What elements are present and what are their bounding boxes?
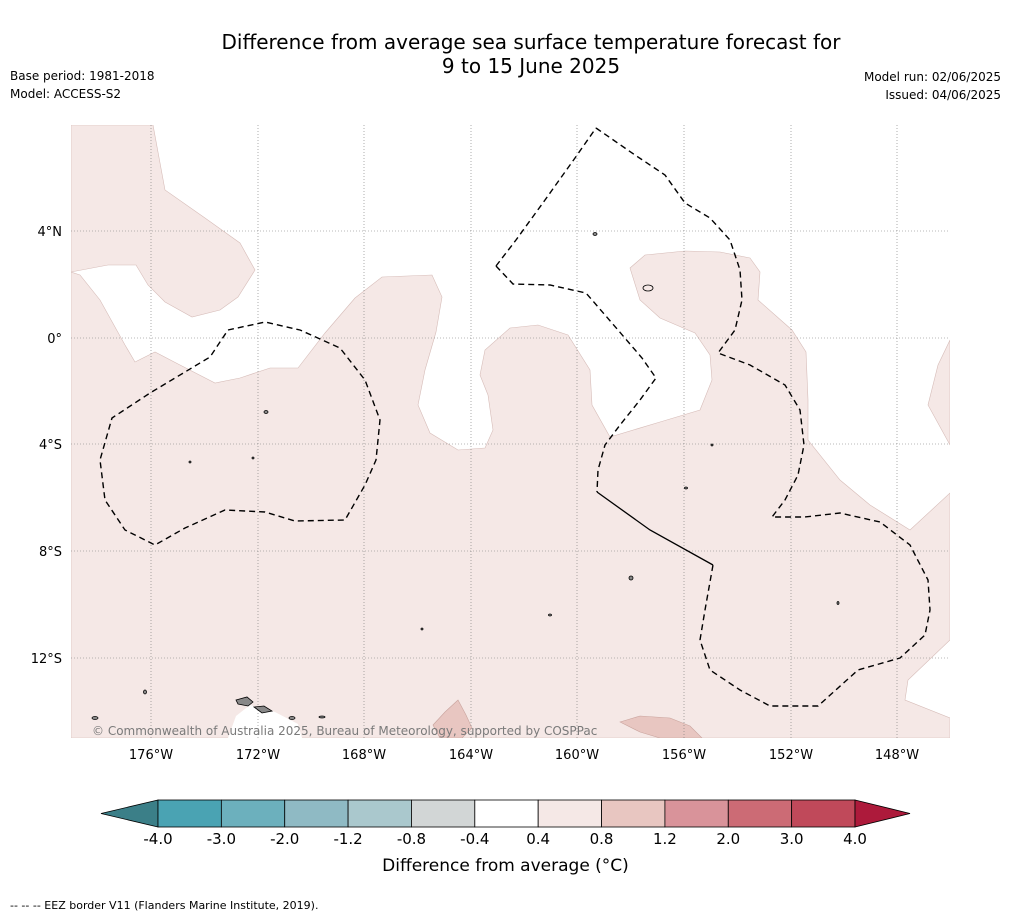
chart-title: Difference from average sea surface temp… bbox=[0, 30, 1011, 78]
colorbar-tick-label: 1.2 bbox=[653, 830, 677, 848]
lat-label: 4°N bbox=[38, 225, 63, 240]
model-run: Model run: 02/06/2025 bbox=[863, 70, 1001, 84]
lon-label: 152°W bbox=[769, 748, 813, 763]
colorbar-segment bbox=[664, 799, 729, 828]
colorbar-segment bbox=[347, 799, 412, 828]
colorbar-segment bbox=[157, 799, 222, 828]
colorbar-tick-label: -4.0 bbox=[143, 830, 172, 848]
colorbar-under-arrow bbox=[100, 799, 159, 828]
eez-border-phoenix bbox=[99, 321, 381, 546]
map-area bbox=[71, 125, 950, 738]
lat-label: 0° bbox=[47, 332, 62, 347]
colorbar-tick-label: 0.8 bbox=[590, 830, 614, 848]
island-kiritimati bbox=[642, 284, 654, 292]
colorbar-segment bbox=[411, 799, 476, 828]
lon-label: 168°W bbox=[342, 748, 386, 763]
model-name: Model: ACCESS-S2 bbox=[10, 87, 122, 101]
islands bbox=[91, 232, 840, 720]
anomaly-region-0.8-1.2-a bbox=[432, 699, 473, 738]
lat-label: 4°S bbox=[39, 438, 62, 453]
island-savaii bbox=[252, 705, 274, 714]
colorbar-segment bbox=[220, 799, 286, 828]
colorbar-segments bbox=[100, 799, 911, 828]
sst-anomaly-map: 4°N 0° 4°S 8°S 12°S 176°W 172°W 168°W 16… bbox=[31, 125, 950, 763]
colorbar-tick-label: -0.4 bbox=[460, 830, 489, 848]
lon-label: 156°W bbox=[662, 748, 706, 763]
colorbar-tick-label: 3.0 bbox=[780, 830, 804, 848]
lon-label: 148°W bbox=[875, 748, 919, 763]
colorbar-segment bbox=[284, 799, 349, 828]
colorbar-tick-label: 0.4 bbox=[526, 830, 550, 848]
title-line-1: Difference from average sea surface temp… bbox=[221, 30, 841, 54]
lon-label: 164°W bbox=[449, 748, 493, 763]
colorbar-ticks: -4.0 -3.0 -2.0 -1.2 -0.8 -0.4 0.4 0.8 1.2 2.0 3.0 4… bbox=[143, 830, 867, 848]
colorbar-segment bbox=[474, 799, 539, 828]
copyright-notice: © Commonwealth of Australia 2025, Bureau… bbox=[92, 724, 598, 738]
latitude-labels: 4°N 0° 4°S 8°S 12°S bbox=[31, 225, 62, 667]
colorbar-tick-label: 4.0 bbox=[843, 830, 867, 848]
issued-date: Issued: 04/06/2025 bbox=[885, 88, 1001, 102]
title-line-2: 9 to 15 June 2025 bbox=[441, 54, 621, 78]
colorbar-segment bbox=[791, 799, 856, 828]
eez-border-line-islands-north bbox=[595, 127, 931, 707]
colorbar-tick-label: -0.8 bbox=[397, 830, 426, 848]
colorbar-segment bbox=[537, 799, 602, 828]
anomaly-region-0.8-1.2-b bbox=[619, 715, 703, 738]
colorbar-segment bbox=[601, 799, 666, 828]
lon-label: 160°W bbox=[555, 748, 599, 763]
neutral-region-bottom bbox=[228, 705, 302, 738]
eez-borders bbox=[99, 127, 931, 707]
meta-left: Base period: 1981-2018 Model: ACCESS-S2 bbox=[10, 67, 155, 103]
colorbar-over-arrow bbox=[854, 799, 911, 828]
colorbar: -4.0 -3.0 -2.0 -1.2 -0.8 -0.4 0.4 0.8 1.2 2.0 3.0 4… bbox=[100, 799, 911, 848]
colorbar-tick-label: -1.2 bbox=[333, 830, 362, 848]
colorbar-tick-label: 2.0 bbox=[716, 830, 740, 848]
anomaly-region-0.4-0.8 bbox=[71, 125, 950, 738]
eez-legend-note: -- -- -- EEZ border V11 (Flanders Marine… bbox=[10, 899, 319, 912]
lat-label: 8°S bbox=[39, 545, 62, 560]
colorbar-title: Difference from average (°C) bbox=[382, 856, 629, 876]
meta-right: Model run: 02/06/2025 Issued: 04/06/2025 bbox=[864, 68, 1001, 104]
eez-border-line-islands-central bbox=[495, 127, 657, 493]
colorbar-segment bbox=[727, 799, 793, 828]
eez-border-solid-segment bbox=[596, 491, 714, 566]
lon-label: 172°W bbox=[236, 748, 280, 763]
lat-label: 12°S bbox=[31, 652, 62, 667]
gridlines bbox=[71, 125, 950, 738]
base-period: Base period: 1981-2018 bbox=[10, 69, 155, 83]
longitude-labels: 176°W 172°W 168°W 164°W 160°W 156°W 152°… bbox=[129, 748, 919, 763]
colorbar-tick-label: -2.0 bbox=[270, 830, 299, 848]
island-upolu bbox=[235, 696, 254, 707]
lon-label: 176°W bbox=[129, 748, 173, 763]
colorbar-tick-label: -3.0 bbox=[207, 830, 236, 848]
